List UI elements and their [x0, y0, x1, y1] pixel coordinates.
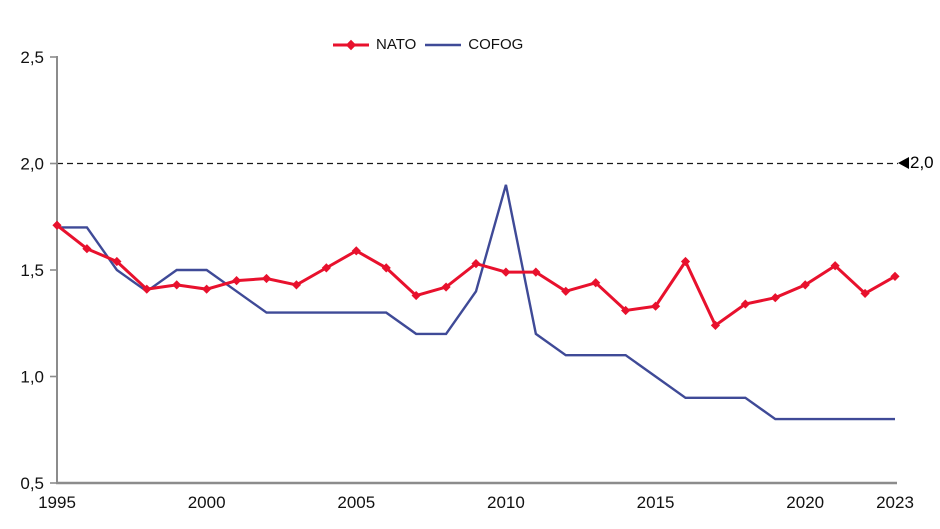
nato-marker: [680, 256, 691, 267]
chart-legend: NATO COFOG: [332, 37, 523, 53]
nato-marker: [52, 220, 62, 230]
left-arrow-icon: [898, 157, 909, 169]
y-tick-label: 1,0: [20, 368, 44, 387]
x-tick-label: 2020: [786, 493, 824, 512]
nato-line-swatch: [333, 39, 369, 51]
y-tick-label: 2,0: [20, 155, 44, 174]
nato-marker: [381, 263, 391, 273]
nato-marker: [860, 288, 870, 299]
legend-label-cofog: COFOG: [468, 36, 524, 53]
nato-marker: [501, 267, 511, 277]
nato-marker: [231, 276, 242, 286]
nato-marker: [471, 259, 481, 269]
x-tick-label: 2010: [487, 493, 525, 512]
y-tick-label: 2,5: [20, 48, 44, 67]
nato-marker: [202, 284, 212, 294]
x-tick-label: 2005: [337, 493, 375, 512]
legend-item-cofog: COFOG: [424, 37, 523, 53]
nato-marker: [770, 293, 780, 303]
x-tick-label: 2015: [637, 493, 675, 512]
nato-marker: [531, 267, 541, 277]
y-tick-label: 0,5: [20, 474, 44, 493]
nato-marker: [142, 284, 152, 294]
nato-marker: [411, 290, 421, 301]
nato-marker: [321, 263, 331, 273]
nato-marker: [621, 305, 631, 316]
nato-marker: [800, 280, 810, 290]
nato-marker: [830, 261, 840, 271]
legend-item-nato: NATO: [332, 37, 416, 53]
cofog-line-swatch: [425, 43, 462, 47]
nato-marker: [710, 320, 721, 330]
x-tick-label: 2023: [876, 493, 914, 512]
target-line-annotation: 2,0: [898, 152, 934, 174]
nato-marker: [441, 282, 451, 292]
nato-marker: [172, 280, 182, 290]
nato-marker: [650, 301, 661, 311]
nato-marker: [261, 273, 272, 284]
nato-marker: [112, 256, 122, 267]
legend-label-nato: NATO: [376, 36, 417, 53]
nato-marker: [351, 246, 361, 256]
target-value-label: 2,0: [910, 153, 934, 172]
x-tick-label: 1995: [38, 493, 76, 512]
cofog-line: [57, 184, 895, 421]
nato-marker: [591, 278, 601, 288]
x-tick-label: 2000: [188, 493, 226, 512]
nato-marker: [561, 286, 571, 296]
nato-marker: [82, 244, 92, 254]
nato-line: [56, 224, 896, 328]
nato-marker: [890, 271, 900, 281]
nato-marker: [740, 299, 750, 309]
nato-marker: [291, 280, 302, 290]
y-tick-label: 1,5: [20, 261, 44, 280]
